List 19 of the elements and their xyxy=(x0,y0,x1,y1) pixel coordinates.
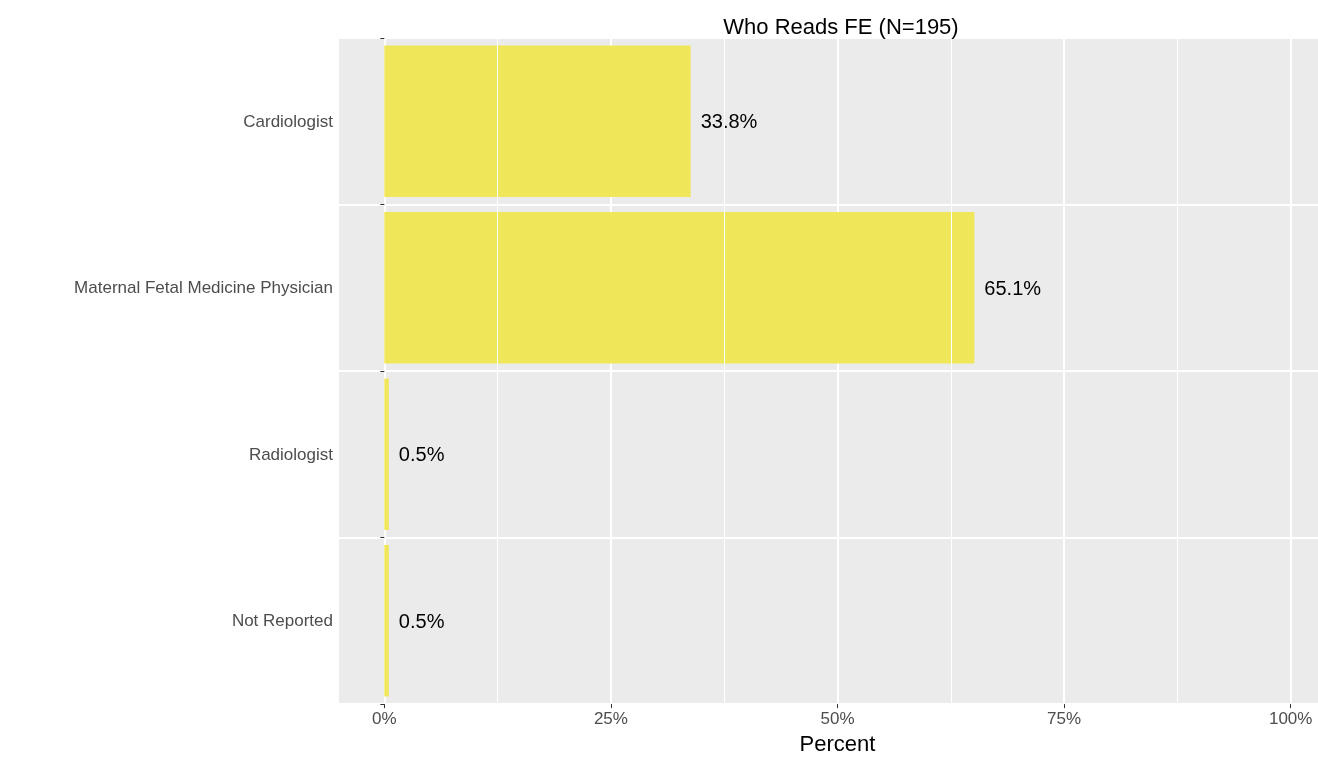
x-axis-title: Percent xyxy=(799,730,876,756)
data-label: 0.5% xyxy=(398,609,445,632)
bar xyxy=(384,45,691,198)
data-label: 65.1% xyxy=(984,276,1042,299)
x-tick-label: 25% xyxy=(593,709,628,729)
x-tick-label: 100% xyxy=(1268,709,1313,729)
y-tick-label: Radiologist xyxy=(248,444,334,464)
x-tick-label: 0% xyxy=(372,709,397,729)
bar xyxy=(384,545,389,697)
data-label: 0.5% xyxy=(398,443,445,466)
y-tick-label: Not Reported xyxy=(231,611,333,631)
y-tick-label: Maternal Fetal Medicine Physician xyxy=(74,278,333,298)
data-label: 33.8% xyxy=(700,110,758,133)
x-tick-label: 50% xyxy=(820,709,855,729)
y-tick-label: Cardiologist xyxy=(243,111,334,131)
bar xyxy=(384,378,389,531)
x-tick-label: 75% xyxy=(1047,709,1082,729)
bar xyxy=(384,212,975,364)
chart-title: Who Reads FE (N=195) xyxy=(723,13,959,39)
